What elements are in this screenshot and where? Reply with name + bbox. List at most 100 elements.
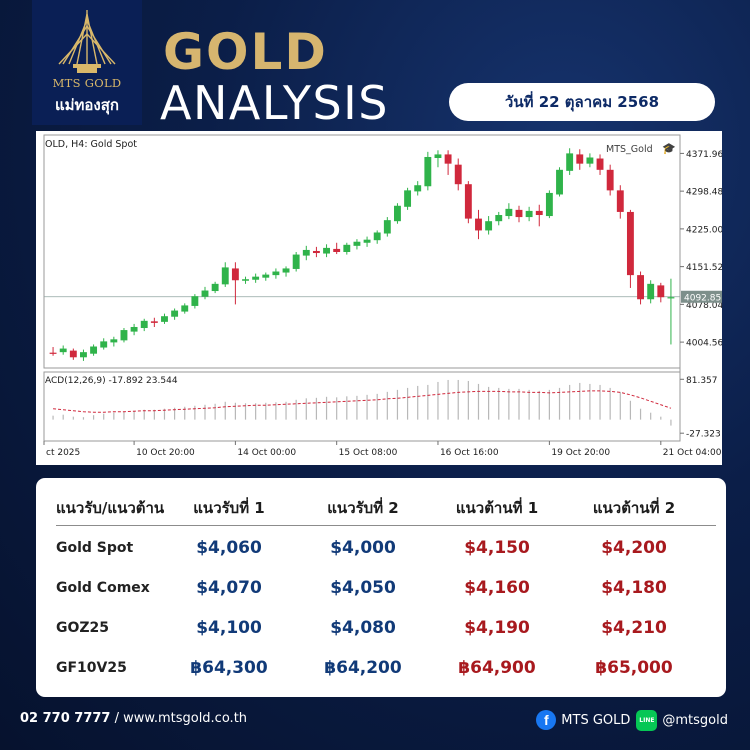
candle-body <box>616 190 624 212</box>
price-chart: OLD, H4: Gold Spot MTS_Gold 🎓 ACD(12,26,… <box>36 131 722 465</box>
candle <box>414 181 422 196</box>
candle <box>576 149 584 170</box>
candle-body <box>272 271 280 276</box>
row-label: Gold Spot <box>56 540 134 556</box>
candle <box>292 252 300 272</box>
candle <box>59 345 67 355</box>
candle <box>231 262 239 305</box>
candle <box>394 203 401 224</box>
candle <box>586 153 594 168</box>
candle-body <box>394 205 401 222</box>
candle <box>606 164 614 196</box>
current-price-label: 4092.85 <box>684 293 721 303</box>
price-tick-label: 4225.00 <box>686 225 722 235</box>
candle-body <box>515 209 523 218</box>
candle <box>49 347 57 356</box>
header-label: แนวรับ/แนวต้าน <box>56 499 165 517</box>
candle-body <box>302 249 310 256</box>
time-tick-label: ct 2025 <box>46 448 80 458</box>
candle-body <box>282 268 290 273</box>
candle-body <box>211 283 219 292</box>
candle <box>211 281 219 294</box>
candle <box>333 242 341 255</box>
title-gold: GOLD <box>163 23 328 81</box>
header-support-2-text: แนวรับที่ 2 <box>327 499 399 517</box>
candle <box>637 271 644 305</box>
line-label[interactable]: @mtsgold <box>662 712 728 728</box>
candle-body <box>637 275 644 300</box>
candle <box>616 185 624 219</box>
current-price-tag <box>681 290 722 303</box>
brand-logo: MTS GOLD แม่ทองสุก <box>32 0 142 125</box>
phone-number[interactable]: 02 770 7777 <box>20 711 111 726</box>
candle <box>161 313 168 324</box>
candle-body <box>667 297 675 299</box>
table-header-row: แนวรับ/แนวต้าน แนวรับที่ 1 แนวรับที่ 2 แ… <box>56 496 716 526</box>
candle <box>383 217 391 237</box>
candle <box>505 203 513 220</box>
candle <box>495 211 503 226</box>
time-tick-label: 14 Oct 00:00 <box>237 448 296 458</box>
table-row: Gold Spot $4,060 $4,000 $4,150 $4,200 <box>56 536 716 566</box>
candle-body <box>495 215 503 222</box>
resistance-2-text: $4,180 <box>601 578 667 598</box>
candle-body <box>312 250 320 254</box>
candle-body <box>464 184 472 219</box>
candle <box>444 150 452 175</box>
candle <box>150 317 158 327</box>
title-analysis: ANALYSIS <box>160 76 389 130</box>
candle-body <box>606 169 614 191</box>
candle-body <box>657 285 665 298</box>
candle <box>221 262 229 287</box>
macd-signal-line <box>53 390 672 413</box>
candle-body <box>404 190 412 207</box>
price-pane <box>43 134 681 369</box>
support-1-text: $4,070 <box>196 578 262 598</box>
support-2-text: $4,050 <box>330 578 396 598</box>
candle-body <box>140 320 148 329</box>
candle-body <box>100 341 108 348</box>
candle-body <box>525 210 533 218</box>
candle-body <box>59 348 67 353</box>
candle-body <box>626 211 634 276</box>
candle-body <box>383 220 391 234</box>
date-text: วันที่ 22 ตุลาคม 2568 <box>504 93 660 111</box>
candle-body <box>262 274 270 278</box>
candle <box>556 167 563 197</box>
candle <box>475 209 482 240</box>
candle <box>140 318 148 332</box>
candle <box>272 268 280 279</box>
facebook-icon[interactable]: f <box>536 710 557 730</box>
candle <box>424 151 432 191</box>
table-row: GOZ25 $4,100 $4,080 $4,190 $4,210 <box>56 616 716 646</box>
candle-body <box>231 268 239 281</box>
candle <box>80 349 87 361</box>
candle-body <box>566 153 574 171</box>
macd-label: ACD(12,26,9) -17.892 23.544 <box>45 376 178 386</box>
candle-body <box>323 247 330 254</box>
candle <box>454 158 462 191</box>
candle <box>373 230 381 244</box>
support-1-text: $4,100 <box>196 618 262 638</box>
time-tick-label: 15 Oct 08:00 <box>339 448 398 458</box>
candle-body <box>535 210 543 216</box>
candle-body <box>161 316 168 322</box>
candle-body <box>424 156 432 187</box>
candle-body <box>556 169 563 195</box>
resistance-2-text: ฿65,000 <box>595 658 673 678</box>
line-icon[interactable]: LINE <box>636 709 658 731</box>
candle <box>242 276 249 284</box>
candle <box>626 209 634 288</box>
candle <box>120 328 128 343</box>
candle-body <box>475 218 482 231</box>
candle <box>282 266 290 277</box>
time-tick-label: 19 Oct 20:00 <box>551 448 610 458</box>
candle-body <box>586 157 594 164</box>
facebook-label[interactable]: MTS GOLD <box>561 712 631 728</box>
support-resistance-table: แนวรับ/แนวต้าน แนวรับที่ 1 แนวรับที่ 2 แ… <box>36 478 726 697</box>
brand-name-en: MTS GOLD <box>52 76 122 90</box>
candle <box>667 278 675 345</box>
time-tick-label: 21 Oct 04:00 <box>663 448 722 458</box>
website-link[interactable]: / www.mtsgold.co.th <box>110 711 248 726</box>
candle-body <box>69 350 77 358</box>
